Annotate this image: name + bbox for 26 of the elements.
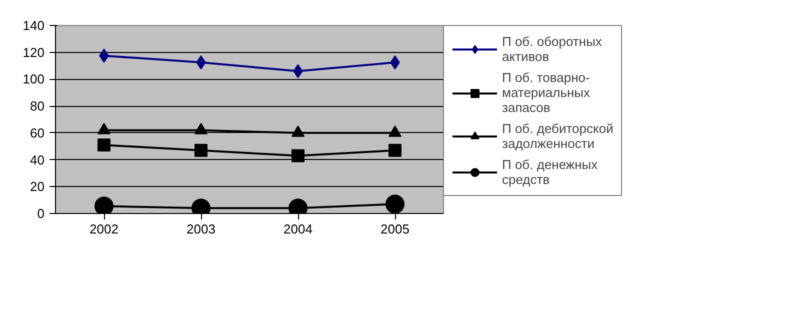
y-tick-label: 120	[22, 44, 45, 60]
point	[386, 194, 404, 214]
point	[388, 144, 402, 157]
y-tick-label: 40	[30, 152, 45, 168]
point	[292, 149, 304, 162]
point	[292, 126, 304, 137]
y-tick-label: 80	[30, 98, 45, 114]
point	[194, 144, 208, 157]
y-tick-label: 20	[30, 179, 45, 194]
x-tick-label: 2002	[90, 222, 118, 236]
y-tick-label: 60	[30, 125, 45, 140]
legend-label: П об. товарно-материальных запасов	[502, 70, 590, 115]
y-tick-label: 100	[22, 72, 45, 87]
legend-label: П об. денежных средств	[502, 157, 598, 187]
point	[194, 122, 208, 134]
point	[98, 138, 110, 152]
legend-label: П об. дебиторской задолженности	[502, 121, 614, 151]
x-tick-label: 2004	[284, 222, 312, 236]
x-tick-label: 2005	[380, 222, 410, 236]
point	[94, 196, 114, 214]
point	[98, 122, 110, 134]
y-tick-label: 0	[37, 206, 45, 221]
legend-label: П об. оборотных активов	[502, 34, 602, 64]
point	[388, 126, 402, 137]
x-tick-label: 2003	[186, 222, 216, 236]
y-tick-label: 140	[22, 18, 45, 33]
